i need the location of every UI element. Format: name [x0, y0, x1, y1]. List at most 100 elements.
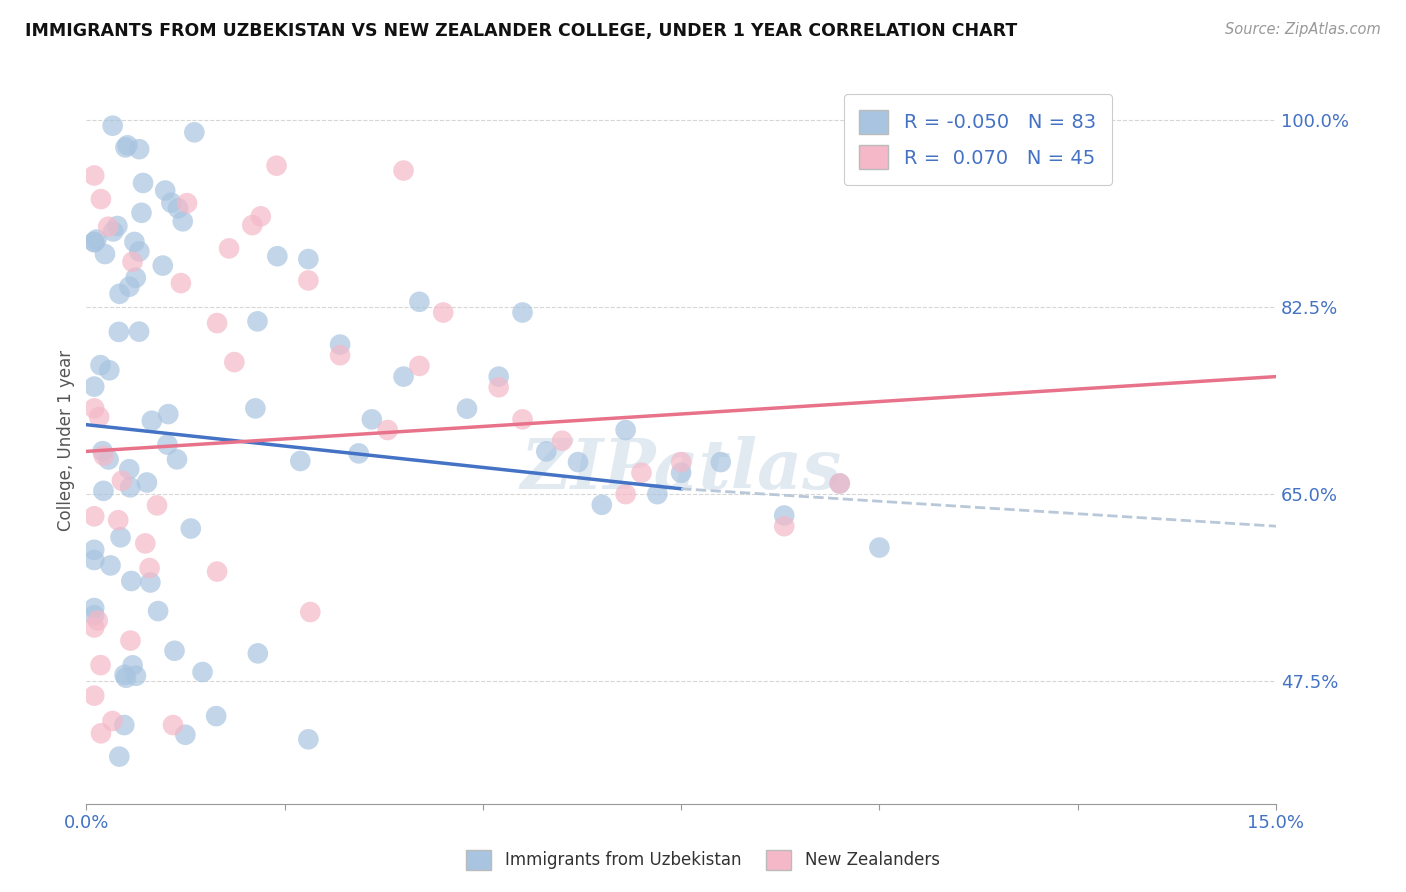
Text: Source: ZipAtlas.com: Source: ZipAtlas.com	[1225, 22, 1381, 37]
Point	[614, 423, 637, 437]
Point	[136, 475, 159, 490]
Point	[108, 749, 131, 764]
Point	[512, 305, 534, 319]
Point	[299, 605, 322, 619]
Point	[160, 195, 183, 210]
Point	[392, 369, 415, 384]
Point	[180, 522, 202, 536]
Point	[120, 574, 142, 588]
Point	[125, 270, 148, 285]
Point	[614, 487, 637, 501]
Point	[118, 279, 141, 293]
Point	[456, 401, 478, 416]
Point	[120, 480, 142, 494]
Point	[377, 423, 399, 437]
Point	[488, 380, 510, 394]
Point	[172, 214, 194, 228]
Point	[224, 355, 246, 369]
Point	[868, 541, 890, 555]
Point	[83, 235, 105, 250]
Point	[100, 558, 122, 573]
Point	[297, 273, 319, 287]
Point	[115, 671, 138, 685]
Point	[249, 210, 271, 224]
Point	[89, 358, 111, 372]
Point	[125, 669, 148, 683]
Point	[183, 125, 205, 139]
Point	[83, 379, 105, 393]
Point	[155, 184, 177, 198]
Point	[131, 206, 153, 220]
Point	[630, 466, 652, 480]
Point	[108, 325, 131, 339]
Point	[118, 462, 141, 476]
Point	[157, 407, 180, 421]
Point	[329, 337, 352, 351]
Point	[240, 218, 263, 232]
Text: ZIPatlas: ZIPatlas	[520, 436, 842, 503]
Point	[97, 452, 120, 467]
Point	[710, 455, 733, 469]
Point	[134, 536, 156, 550]
Point	[329, 348, 352, 362]
Point	[108, 286, 131, 301]
Point	[86, 233, 108, 247]
Point	[103, 225, 125, 239]
Text: IMMIGRANTS FROM UZBEKISTAN VS NEW ZEALANDER COLLEGE, UNDER 1 YEAR CORRELATION CH: IMMIGRANTS FROM UZBEKISTAN VS NEW ZEALAN…	[25, 22, 1018, 40]
Point	[139, 575, 162, 590]
Point	[132, 176, 155, 190]
Point	[83, 689, 105, 703]
Point	[347, 446, 370, 460]
Point	[647, 487, 669, 501]
Point	[112, 718, 135, 732]
Point	[166, 452, 188, 467]
Point	[120, 633, 142, 648]
Point	[83, 542, 105, 557]
Point	[360, 412, 382, 426]
Legend: Immigrants from Uzbekistan, New Zealanders: Immigrants from Uzbekistan, New Zealande…	[460, 843, 946, 877]
Point	[90, 192, 112, 206]
Point	[114, 140, 136, 154]
Point	[773, 508, 796, 523]
Point	[488, 369, 510, 384]
Point	[83, 553, 105, 567]
Point	[107, 513, 129, 527]
Point	[152, 259, 174, 273]
Point	[432, 305, 454, 319]
Point	[246, 646, 269, 660]
Point	[124, 235, 146, 249]
Point	[128, 325, 150, 339]
Point	[83, 169, 105, 183]
Point	[89, 409, 111, 424]
Point	[408, 359, 430, 373]
Point	[110, 530, 132, 544]
Point	[83, 608, 105, 623]
Point	[176, 196, 198, 211]
Point	[93, 483, 115, 498]
Point	[174, 728, 197, 742]
Point	[773, 519, 796, 533]
Point	[94, 247, 117, 261]
Point	[669, 455, 692, 469]
Point	[83, 401, 105, 416]
Point	[121, 255, 143, 269]
Point	[266, 159, 288, 173]
Point	[101, 714, 124, 728]
Point	[83, 620, 105, 634]
Point	[97, 219, 120, 234]
Point	[567, 455, 589, 469]
Point	[297, 732, 319, 747]
Point	[138, 561, 160, 575]
Point	[290, 454, 312, 468]
Point	[297, 252, 319, 266]
Point	[156, 437, 179, 451]
Point	[83, 235, 105, 249]
Point	[111, 474, 134, 488]
Legend: R = -0.050   N = 83, R =  0.070   N = 45: R = -0.050 N = 83, R = 0.070 N = 45	[844, 95, 1112, 185]
Point	[591, 498, 613, 512]
Point	[90, 658, 112, 673]
Point	[163, 644, 186, 658]
Point	[551, 434, 574, 448]
Point	[146, 499, 169, 513]
Point	[162, 718, 184, 732]
